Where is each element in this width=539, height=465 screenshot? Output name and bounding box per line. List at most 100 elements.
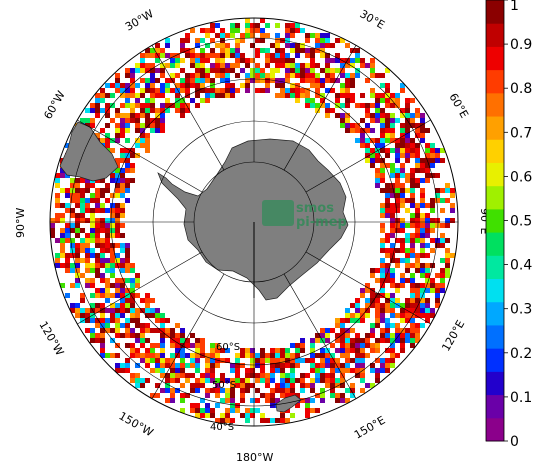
data-cell [410,318,415,323]
data-cell [55,218,60,223]
data-cell [310,343,315,348]
data-cell [115,308,120,313]
data-cell [440,273,445,278]
data-cell [215,53,220,58]
label-lat-60s: 60°S [216,342,240,353]
data-cell [75,183,80,188]
data-cell [75,308,80,313]
data-cell [375,278,380,283]
data-cell [180,398,185,403]
data-cell [125,318,130,323]
data-cell [315,93,320,98]
data-cell [380,173,385,178]
data-cell [100,98,105,103]
data-cell [435,243,440,248]
data-cell [180,408,185,413]
data-cell [95,263,100,268]
data-cell [165,78,170,83]
data-cell [360,358,365,363]
data-cell [420,163,425,168]
data-cell [65,293,70,298]
data-cell [140,338,145,343]
data-cell [220,373,225,378]
data-cell [410,343,415,348]
data-cell [215,73,220,78]
data-cell [165,53,170,58]
data-cell [435,153,440,158]
data-cell [110,193,115,198]
data-cell [195,348,200,353]
data-cell [180,58,185,63]
data-cell [150,48,155,53]
data-cell [335,93,340,98]
data-cell [280,378,285,383]
data-cell [120,363,125,368]
data-cell [430,238,435,243]
data-cell [285,418,290,423]
data-cell [125,263,130,268]
data-cell [130,328,135,333]
data-cell [100,178,105,183]
data-cell [65,223,70,228]
data-cell [220,418,225,423]
data-cell [230,93,235,98]
data-cell [155,93,160,98]
data-cell [410,298,415,303]
data-cell [335,398,340,403]
data-cell [165,333,170,338]
data-cell [370,153,375,158]
data-cell [415,168,420,173]
data-cell [220,48,225,53]
data-cell [395,178,400,183]
data-cell [125,363,130,368]
data-cell [215,68,220,73]
data-cell [145,83,150,88]
data-cell [70,183,75,188]
data-cell [225,33,230,38]
label-lon-90w: 90°W [14,208,27,238]
data-cell [310,348,315,353]
data-cell [95,253,100,258]
data-cell [400,313,405,318]
data-cell [215,88,220,93]
data-cell [365,288,370,293]
data-cell [185,343,190,348]
data-cell [90,238,95,243]
data-cell [285,88,290,93]
data-cell [385,88,390,93]
data-cell [370,58,375,63]
data-cell [365,78,370,83]
data-cell [150,313,155,318]
data-cell [140,358,145,363]
data-cell [410,113,415,118]
data-cell [190,333,195,338]
data-cell [130,378,135,383]
data-cell [380,163,385,168]
data-cell [435,238,440,243]
data-cell [140,333,145,338]
data-cell [400,248,405,253]
data-cell [115,193,120,198]
data-cell [335,78,340,83]
data-cell [375,178,380,183]
data-cell [440,258,445,263]
data-cell [385,238,390,243]
colorbar-segment [486,232,504,256]
data-cell [245,368,250,373]
data-cell [200,73,205,78]
data-cell [160,313,165,318]
data-cell [360,138,365,143]
data-cell [220,93,225,98]
data-cell [70,208,75,213]
data-cell [380,73,385,78]
data-cell [105,308,110,313]
data-cell [345,43,350,48]
data-cell [100,88,105,93]
data-cell [320,68,325,73]
data-cell [275,83,280,88]
data-cell [430,198,435,203]
data-cell [175,378,180,383]
data-cell [410,333,415,338]
data-cell [400,188,405,193]
data-cell [180,373,185,378]
